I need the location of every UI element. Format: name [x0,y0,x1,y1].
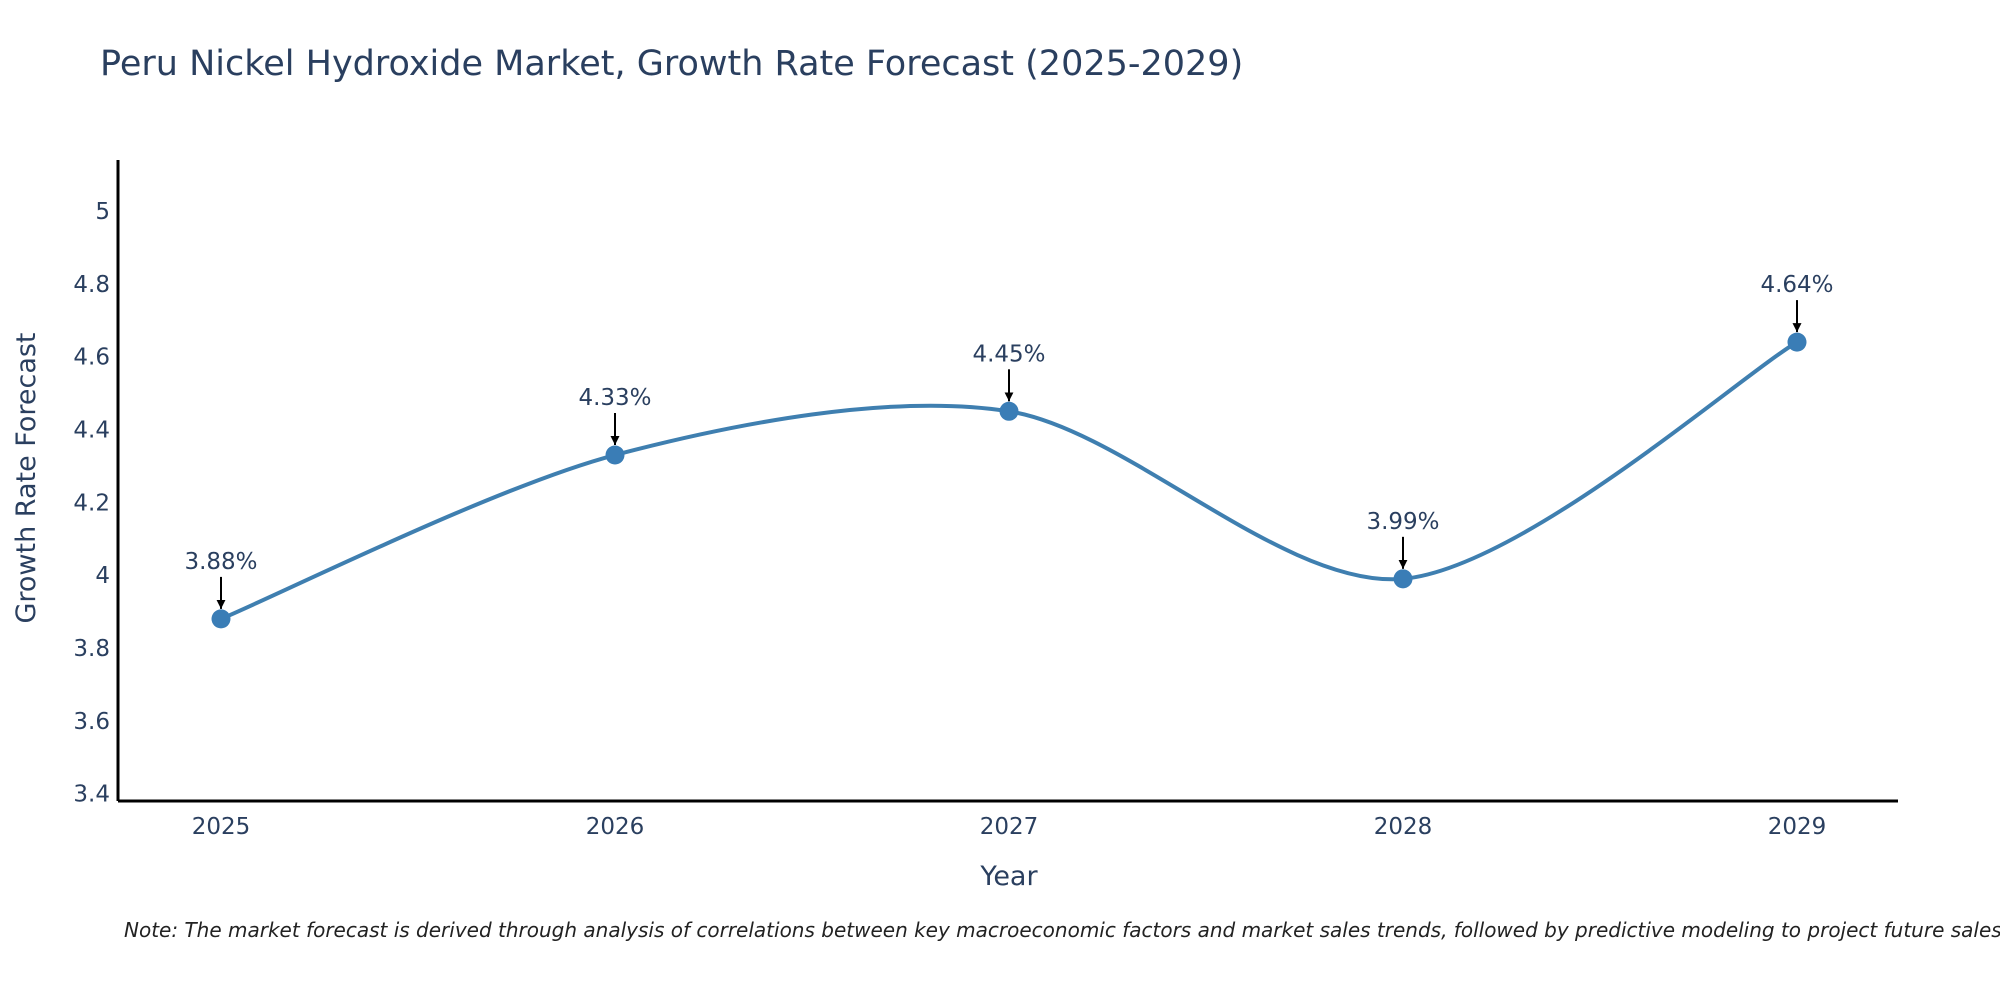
y-tick-label: 3.8 [73,636,110,662]
x-tick-label: 2029 [1768,814,1827,840]
y-tick-label: 3.4 [73,782,110,808]
footnote: Note: The market forecast is derived thr… [124,918,2000,942]
x-axis-title: Year [979,861,1038,892]
data-label: 3.88% [184,549,257,575]
data-label: 3.99% [1366,509,1439,535]
data-label: 4.45% [972,341,1045,367]
x-tick-label: 2028 [1374,814,1433,840]
chart-title: Peru Nickel Hydroxide Market, Growth Rat… [100,44,1244,84]
x-tick-label: 2025 [192,814,251,840]
data-label: 4.64% [1760,272,1833,298]
y-axis-title: Growth Rate Forecast [11,332,42,623]
data-point [999,401,1019,421]
data-markers [211,332,1807,629]
data-point [1787,332,1807,352]
y-tick-label: 3.6 [73,709,110,735]
y-axis-ticks: 3.4 3.6 3.8 4 4.2 4.4 4.6 4.8 5 [73,199,110,808]
data-annotations: 3.88% 4.33% 4.45% 3.99% 4.64% [184,272,1834,609]
data-point [605,445,625,465]
x-tick-label: 2026 [586,814,645,840]
y-tick-label: 4 [95,563,110,589]
data-point [1393,569,1413,589]
y-tick-label: 5 [95,199,110,225]
x-tick-label: 2027 [980,814,1039,840]
y-tick-label: 4.2 [73,490,110,516]
y-tick-label: 4.4 [73,418,110,444]
y-tick-label: 4.6 [73,345,110,371]
data-label: 4.33% [578,385,651,411]
x-axis-ticks: 2025 2026 2027 2028 2029 [192,814,1827,840]
data-point [211,609,231,629]
y-tick-label: 4.8 [73,272,110,298]
